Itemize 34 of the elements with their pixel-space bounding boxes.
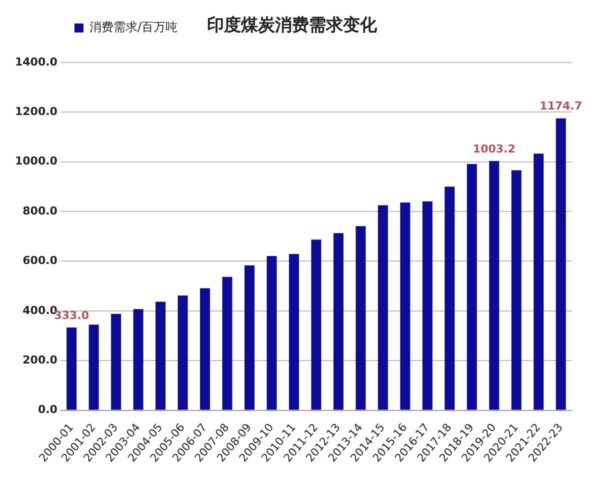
bar (466, 164, 477, 410)
bar (66, 328, 77, 410)
bar (244, 265, 255, 410)
y-tick-label: 200.0 (22, 353, 58, 366)
bar (511, 170, 522, 410)
bar (156, 302, 166, 410)
bar (178, 296, 188, 410)
bar (333, 233, 344, 410)
y-tick-label: 600.0 (22, 254, 58, 268)
bar (378, 205, 388, 410)
bar (111, 314, 122, 410)
y-tick-label: 1000.0 (14, 154, 58, 168)
y-tick-label: 1200.0 (14, 104, 58, 118)
bar (133, 309, 144, 410)
bar (200, 288, 210, 410)
chart-title: 印度煤炭消费需求变化 (207, 16, 378, 36)
bar (422, 201, 432, 410)
data-label: 1003.2 (472, 142, 516, 156)
bar (444, 186, 455, 410)
bar (311, 240, 322, 410)
legend-label: 消费需求/百万吨 (89, 20, 178, 34)
y-tick-label: 1400.0 (14, 55, 58, 68)
bar (88, 324, 99, 410)
bar (534, 154, 544, 410)
bar (222, 276, 232, 410)
bar (266, 256, 277, 410)
bar (556, 118, 566, 410)
data-label: 1174.7 (540, 100, 582, 113)
y-tick-label: 800.0 (22, 204, 58, 218)
bar (400, 202, 410, 410)
bar (489, 161, 500, 410)
bar (356, 226, 366, 410)
y-tick-label: 0.0 (38, 403, 58, 416)
bar (288, 254, 299, 410)
